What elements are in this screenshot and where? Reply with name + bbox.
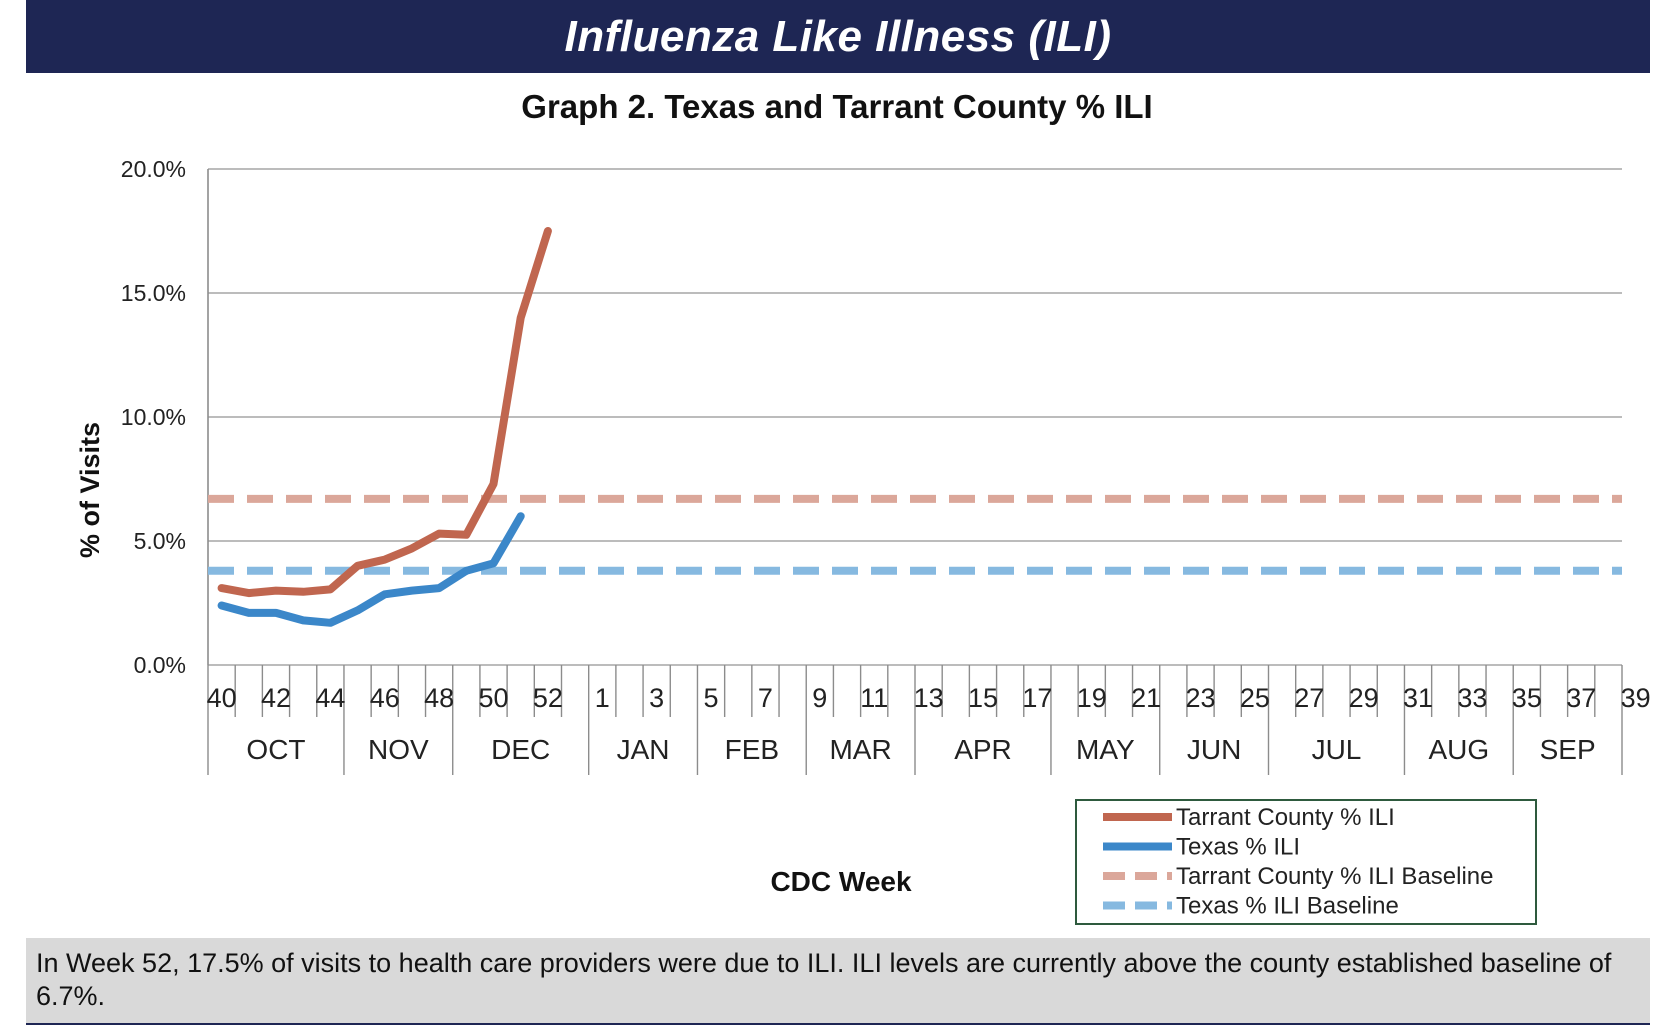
x-week-label: 11 bbox=[860, 683, 888, 713]
x-week-label: 25 bbox=[1240, 683, 1270, 713]
banner: Influenza Like Illness (ILI) bbox=[26, 0, 1650, 73]
y-tick-label: 15.0% bbox=[121, 280, 186, 306]
y-tick-label: 0.0% bbox=[134, 652, 186, 678]
x-week-label: 23 bbox=[1185, 683, 1215, 713]
x-week-label: 29 bbox=[1349, 683, 1379, 713]
x-month-label: JAN bbox=[617, 734, 670, 765]
legend-label: Tarrant County % ILI Baseline bbox=[1176, 863, 1494, 890]
banner-title: Influenza Like Illness (ILI) bbox=[564, 11, 1112, 61]
x-week-label: 40 bbox=[207, 683, 237, 713]
x-week-label: 13 bbox=[914, 683, 944, 713]
y-tick-label: 20.0% bbox=[121, 156, 186, 182]
x-week-label: 33 bbox=[1457, 683, 1487, 713]
x-week-label: 44 bbox=[315, 683, 345, 713]
x-week-label: 42 bbox=[261, 683, 291, 713]
x-month-label: OCT bbox=[246, 734, 305, 765]
x-month-label: APR bbox=[954, 734, 1012, 765]
x-week-label: 1 bbox=[595, 683, 610, 713]
x-axis-label: CDC Week bbox=[770, 866, 912, 897]
x-week-label: 9 bbox=[812, 683, 827, 713]
chart-area: Graph 2. Texas and Tarrant County % ILI … bbox=[0, 73, 1666, 933]
x-week-label: 37 bbox=[1566, 683, 1596, 713]
ili-line-chart: Graph 2. Texas and Tarrant County % ILI … bbox=[75, 88, 1651, 925]
x-week-label: 17 bbox=[1022, 683, 1052, 713]
x-month-label: JUL bbox=[1312, 734, 1362, 765]
x-week-label: 50 bbox=[478, 683, 508, 713]
x-week-label: 19 bbox=[1077, 683, 1107, 713]
legend-label: Tarrant County % ILI bbox=[1176, 804, 1395, 831]
x-week-label: 52 bbox=[533, 683, 563, 713]
x-week-label: 27 bbox=[1294, 683, 1324, 713]
x-week-label: 39 bbox=[1621, 683, 1651, 713]
x-month-label: FEB bbox=[725, 734, 779, 765]
series-line bbox=[217, 227, 552, 598]
x-week-label: 46 bbox=[370, 683, 400, 713]
legend-label: Texas % ILI Baseline bbox=[1176, 893, 1399, 920]
x-week-label: 3 bbox=[649, 683, 664, 713]
x-week-label: 35 bbox=[1512, 683, 1542, 713]
x-week-label: 15 bbox=[968, 683, 998, 713]
series-line bbox=[217, 512, 525, 627]
x-week-label: 31 bbox=[1403, 683, 1433, 713]
x-week-label: 48 bbox=[424, 683, 454, 713]
x-week-label: 5 bbox=[704, 683, 719, 713]
y-tick-label: 5.0% bbox=[134, 528, 186, 554]
summary-footer: In Week 52, 17.5% of visits to health ca… bbox=[26, 938, 1650, 1025]
y-tick-label: 10.0% bbox=[121, 404, 186, 430]
x-month-label: NOV bbox=[368, 734, 429, 765]
x-week-label: 21 bbox=[1131, 683, 1161, 713]
x-month-label: MAR bbox=[829, 734, 891, 765]
legend-label: Texas % ILI bbox=[1176, 834, 1300, 861]
y-axis-label: % of Visits bbox=[75, 422, 105, 558]
summary-text: In Week 52, 17.5% of visits to health ca… bbox=[36, 948, 1612, 1011]
x-month-label: JUN bbox=[1187, 734, 1241, 765]
x-week-label: 7 bbox=[758, 683, 773, 713]
x-month-label: DEC bbox=[491, 734, 550, 765]
x-month-label: AUG bbox=[1429, 734, 1490, 765]
x-month-label: SEP bbox=[1540, 734, 1596, 765]
chart-title: Graph 2. Texas and Tarrant County % ILI bbox=[521, 88, 1152, 125]
x-month-label: MAY bbox=[1076, 734, 1135, 765]
